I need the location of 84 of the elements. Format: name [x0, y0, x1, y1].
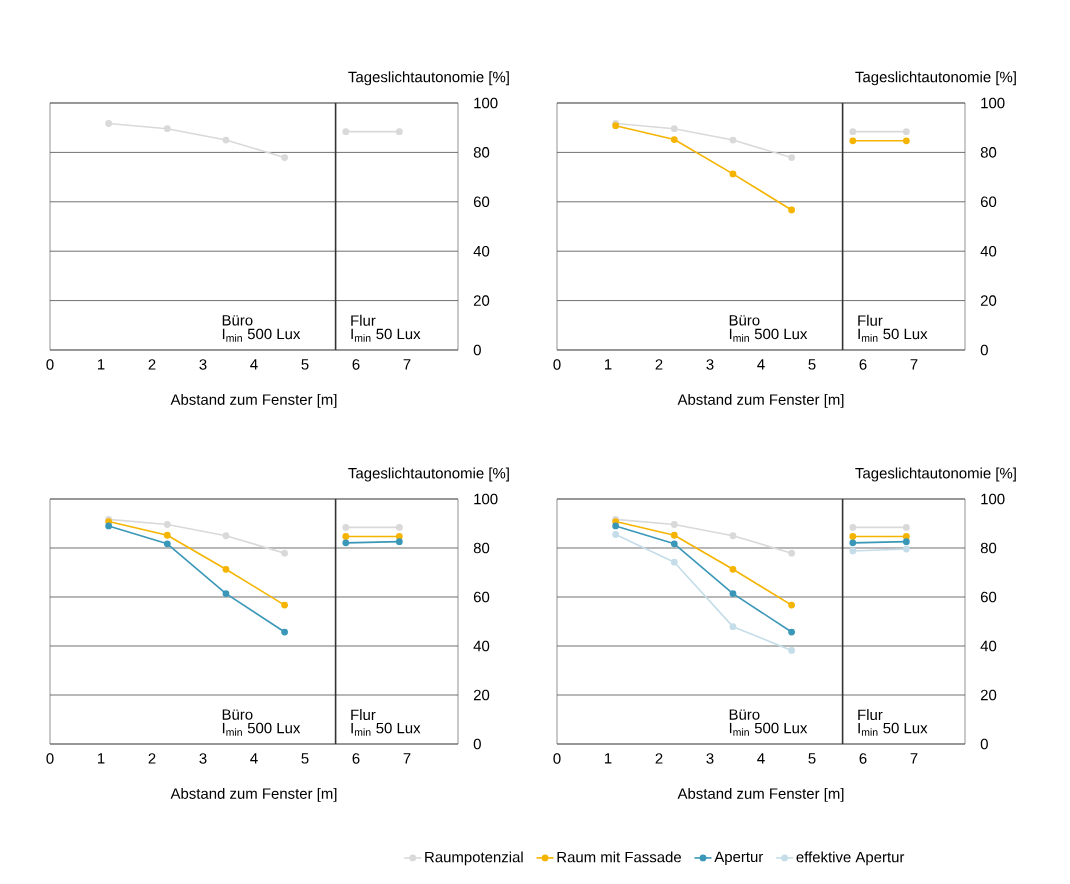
- annotation: Flur: [351, 314, 376, 326]
- annotation: I$_{min}$ 50 Lux: [351, 328, 421, 342]
- y-tick-label: 40: [473, 640, 490, 652]
- x-axis-title: Abstand zum Fenster [m]: [170, 393, 337, 408]
- annotation: Flur: [858, 314, 883, 326]
- x-tick-label: 0: [553, 359, 561, 370]
- annotation: I$_{min}$ 500 Lux: [729, 328, 808, 342]
- annotation: Flur: [351, 709, 376, 721]
- y-tick-label: 100: [474, 493, 498, 505]
- x-axis-title: Abstand zum Fenster [m]: [677, 393, 844, 408]
- y-tick-label: 40: [980, 245, 997, 257]
- x-tick-label: 1: [97, 753, 105, 764]
- legend-label: Raumpotenzial: [425, 851, 523, 866]
- y-tick-label: 0: [980, 344, 988, 356]
- legend-label: effektive Apertur: [796, 851, 905, 866]
- x-tick-label: 5: [808, 359, 816, 370]
- x-tick-label: 5: [808, 753, 816, 764]
- x-axis-title: Abstand zum Fenster [m]: [170, 787, 337, 802]
- x-tick-label: 4: [250, 359, 258, 370]
- y-axis-title: Tageslichtautonomie [%]: [855, 467, 1016, 482]
- y-tick-label: 40: [473, 245, 490, 257]
- annotation: Büro: [222, 315, 253, 326]
- x-tick-label: 5: [301, 753, 309, 764]
- x-tick-label: 6: [859, 753, 867, 764]
- annotation: Büro: [729, 315, 760, 326]
- annotation: I$_{min}$ 500 Lux: [222, 328, 301, 342]
- x-tick-label: 4: [250, 753, 258, 764]
- x-tick-label: 4: [757, 753, 765, 764]
- x-tick-label: 6: [352, 753, 360, 764]
- annotation: I$_{min}$ 50 Lux: [351, 722, 421, 736]
- x-tick-label: 3: [199, 359, 207, 370]
- annotation: I$_{min}$ 500 Lux: [222, 722, 301, 736]
- y-tick-label: 20: [473, 295, 490, 306]
- x-tick-label: 7: [403, 359, 411, 370]
- annotation: I$_{min}$ 500 Lux: [729, 722, 808, 736]
- annotation: Flur: [858, 709, 883, 721]
- y-tick-label: 60: [473, 591, 490, 603]
- annotation: I$_{min}$ 50 Lux: [858, 722, 928, 736]
- y-tick-label: 40: [980, 640, 997, 652]
- x-tick-label: 3: [199, 753, 207, 764]
- x-tick-label: 3: [706, 753, 714, 764]
- y-tick-label: 80: [473, 147, 490, 158]
- y-tick-label: 100: [981, 97, 1005, 109]
- annotation: Büro: [222, 709, 253, 720]
- y-tick-label: 60: [473, 196, 490, 208]
- x-tick-label: 7: [910, 753, 918, 764]
- legend-label: Raum mit Fassade: [557, 851, 682, 863]
- x-tick-label: 0: [46, 753, 54, 764]
- y-tick-label: 0: [473, 344, 481, 356]
- y-tick-label: 80: [980, 542, 997, 554]
- x-tick-label: 7: [403, 753, 411, 764]
- x-tick-label: 1: [604, 753, 612, 764]
- x-tick-label: 4: [757, 359, 765, 370]
- y-tick-label: 0: [980, 738, 988, 750]
- x-tick-label: 6: [859, 359, 867, 370]
- x-tick-label: 2: [148, 753, 156, 764]
- x-tick-label: 6: [352, 359, 360, 370]
- y-tick-label: 60: [980, 591, 997, 603]
- y-tick-label: 100: [474, 97, 498, 109]
- annotation: Büro: [729, 709, 760, 720]
- x-tick-label: 5: [301, 359, 309, 370]
- x-tick-label: 2: [655, 359, 663, 370]
- annotation: I$_{min}$ 50 Lux: [858, 328, 928, 342]
- y-tick-label: 60: [980, 196, 997, 208]
- y-tick-label: 0: [473, 738, 481, 750]
- y-tick-label: 80: [473, 542, 490, 554]
- y-axis-title: Tageslichtautonomie [%]: [348, 71, 509, 86]
- y-tick-label: 20: [980, 295, 997, 306]
- x-tick-label: 0: [46, 359, 54, 370]
- x-tick-label: 1: [604, 359, 612, 370]
- x-tick-label: 2: [655, 753, 663, 764]
- y-tick-label: 20: [473, 689, 490, 701]
- x-tick-label: 3: [706, 359, 714, 370]
- x-tick-label: 0: [553, 753, 561, 764]
- legend-label: Apertur: [714, 851, 764, 866]
- x-tick-label: 7: [910, 359, 918, 370]
- y-axis-title: Tageslichtautonomie [%]: [348, 467, 509, 482]
- y-tick-label: 80: [980, 147, 997, 158]
- y-tick-label: 20: [980, 689, 997, 701]
- x-axis-title: Abstand zum Fenster [m]: [677, 787, 844, 802]
- x-tick-label: 2: [148, 359, 156, 370]
- y-tick-label: 100: [981, 493, 1005, 505]
- x-tick-label: 1: [97, 359, 105, 370]
- y-axis-title: Tageslichtautonomie [%]: [855, 71, 1016, 86]
